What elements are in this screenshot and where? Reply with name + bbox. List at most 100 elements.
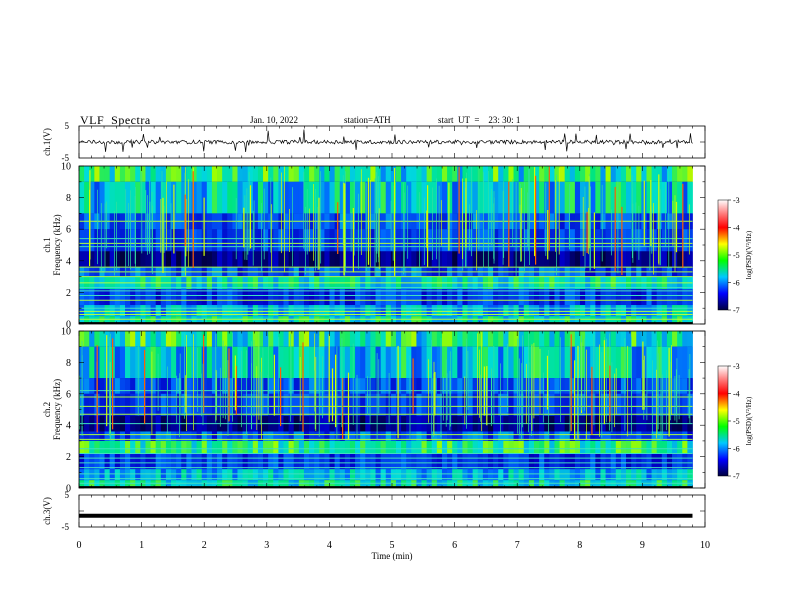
spectrogram-cell (656, 316, 663, 324)
spectrogram-cell (651, 181, 658, 214)
spectrogram-cell (406, 393, 412, 416)
y-tick-label: 8 (66, 358, 71, 369)
spectrogram-cell (257, 305, 264, 317)
spectrogram-cell (436, 305, 443, 317)
spectrogram-cell (370, 480, 376, 488)
colorbar-label: log(PSD)(V²/Hz) (745, 396, 753, 445)
spectrogram-cell (324, 431, 330, 441)
spectrogram-cell (498, 431, 504, 441)
spectrogram-cell (232, 229, 238, 252)
spectrogram-cell (549, 480, 555, 488)
spectrogram-cell (217, 440, 223, 454)
spectrogram-cell (150, 229, 157, 252)
spectrogram-cell (677, 440, 683, 454)
spectrogram-cell (620, 229, 627, 252)
spectrogram-cell (370, 469, 376, 481)
spectrogram-cell (549, 469, 555, 481)
spectrogram-cell (651, 378, 658, 394)
spectrogram-cell (89, 440, 95, 454)
spectrogram-cell (585, 229, 591, 252)
spectrogram-cell (626, 378, 632, 394)
spectrogram-cell (222, 378, 228, 394)
spectrogram-cell (349, 251, 356, 268)
spectrogram-cell (211, 440, 218, 454)
spectrogram-cell (656, 166, 663, 182)
spectrogram-cell (365, 480, 371, 488)
spectrogram-cell (580, 480, 586, 488)
spectrogram-cell (487, 305, 494, 317)
spectrogram-cell (539, 305, 545, 317)
spectrogram-cell (360, 166, 366, 182)
spectrogram-cell (672, 431, 678, 441)
spectrogram-cell (661, 378, 668, 394)
spectrogram-cell (191, 229, 197, 252)
spectrogram-cell (482, 453, 489, 470)
spectrogram-cell (283, 480, 289, 488)
spectrogram-cell (99, 251, 105, 268)
spectrogram-cell (84, 316, 90, 324)
spectrogram-cell (375, 378, 382, 394)
spectrogram-cell (482, 469, 489, 481)
spectrogram-cell (237, 331, 243, 347)
spectrogram-cell (263, 316, 269, 324)
spectrogram-cell (574, 453, 581, 470)
spectrogram-cell (217, 316, 223, 324)
spectrogram-cell (99, 331, 105, 347)
spectrogram-cell (477, 289, 484, 306)
spectrogram-cell (503, 431, 509, 441)
spectrogram-cell (314, 331, 320, 347)
spectrogram-cell (503, 166, 509, 182)
spectrogram-cell (252, 305, 259, 317)
spectrogram-cell (472, 431, 479, 441)
spectrogram-cell (421, 289, 428, 306)
spectrogram-cell (549, 453, 555, 470)
spectrogram-cell (273, 229, 279, 252)
spectrogram-cell (344, 331, 351, 347)
spectrogram-cell (206, 251, 213, 268)
x-tick-label: 2 (202, 540, 207, 551)
spectrogram-cell (508, 378, 514, 394)
colorbar-tick-label: -7 (733, 472, 740, 481)
spectrogram-cell (283, 229, 289, 252)
spectrogram-cell (406, 453, 412, 470)
spectrogram-cell (498, 229, 504, 252)
spectrogram-cell (79, 166, 85, 182)
spectrogram-cell (329, 469, 336, 481)
spectrogram-cell (631, 229, 637, 252)
spectrogram-cell (518, 346, 525, 379)
spectrogram-cell (472, 480, 479, 488)
spectrogram-cell (441, 480, 448, 488)
spectrogram-cell (227, 469, 233, 481)
spectrogram-cell (513, 346, 520, 379)
spectrogram-cell (165, 166, 172, 182)
spectrogram-cell (268, 166, 274, 182)
spectrogram-cell (636, 469, 642, 481)
spectrogram-cell (559, 480, 566, 488)
spectrogram-cell (380, 331, 387, 347)
spectrogram-cell (355, 229, 361, 252)
spectrogram-cell (554, 346, 560, 379)
spectrogram-cell (636, 331, 642, 347)
spectrogram-cell (140, 229, 146, 252)
spectrogram-cell (196, 316, 203, 324)
spectrogram-cell (447, 181, 453, 214)
spectrogram-cell (119, 453, 126, 470)
spectrogram-cell (303, 469, 310, 481)
spectrogram-cell (375, 289, 382, 306)
spectrogram-cell (626, 469, 632, 481)
spectrogram-cell (615, 346, 622, 379)
spectrogram-cell (626, 181, 632, 214)
spectrogram-cell (211, 229, 218, 252)
spectrogram-cell (631, 305, 637, 317)
spectrogram-cell (390, 181, 397, 214)
spectrogram-cell (539, 229, 545, 252)
spectrogram-cell (528, 440, 535, 454)
spectrogram-cell (84, 440, 90, 454)
spectrogram-cell (559, 393, 566, 416)
spectrogram-cell (585, 480, 591, 488)
spectrogram-cell (278, 305, 284, 317)
spectrogram-cell (441, 346, 448, 379)
spectrogram-cell (677, 469, 683, 481)
spectrogram-cell (615, 251, 622, 268)
spectrogram-cell (447, 346, 453, 379)
